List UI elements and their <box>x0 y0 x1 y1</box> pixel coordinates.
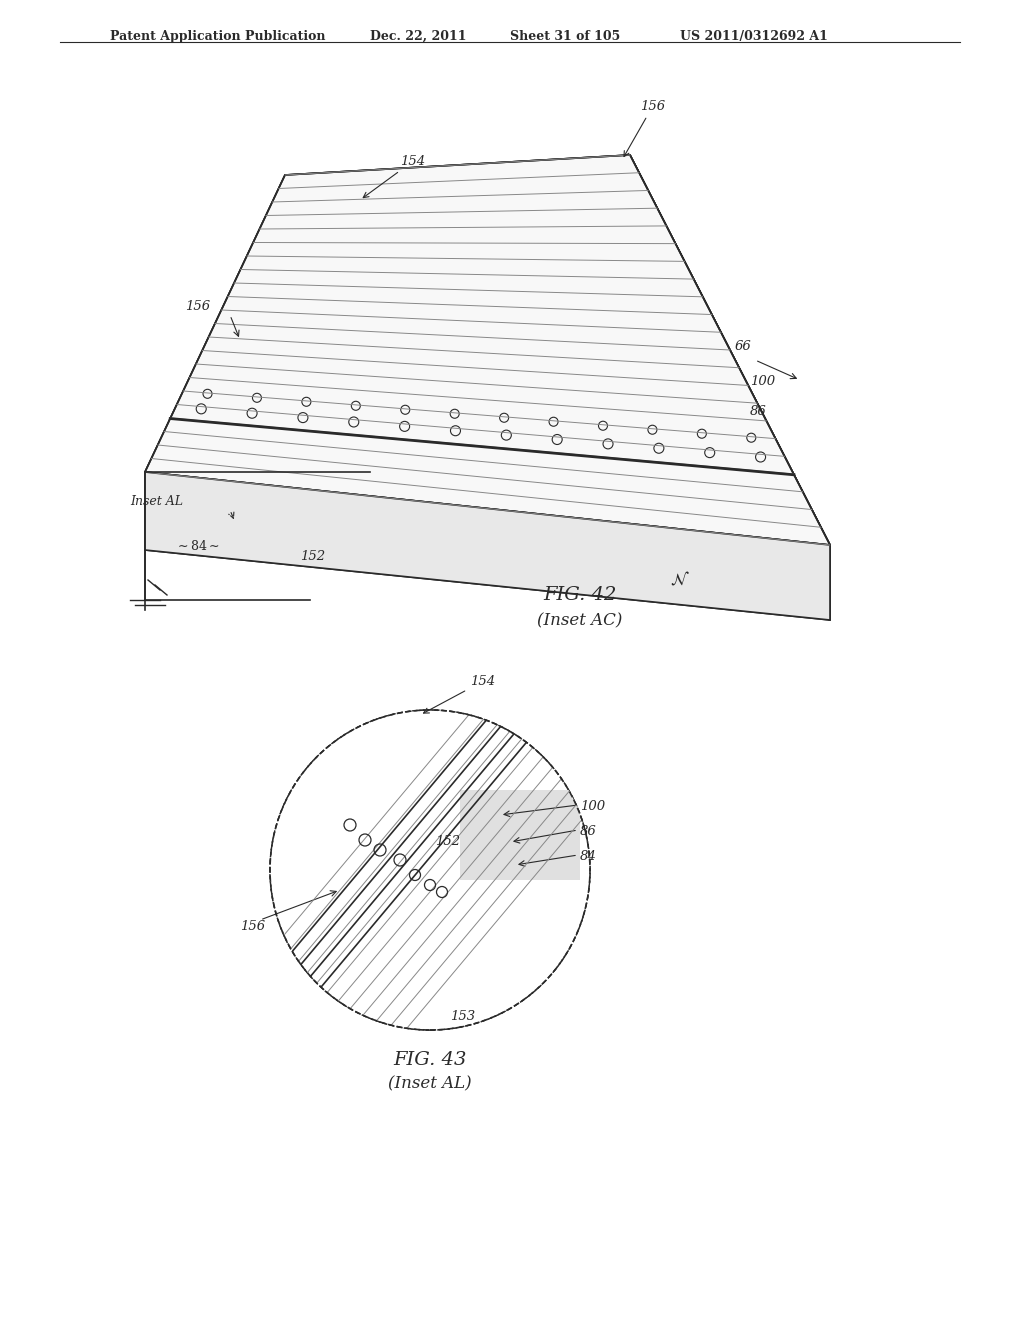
Polygon shape <box>145 154 830 545</box>
Text: 154: 154 <box>364 154 425 198</box>
Text: 84: 84 <box>580 850 597 863</box>
Text: Inset AL: Inset AL <box>130 495 183 508</box>
Circle shape <box>270 710 590 1030</box>
Text: FIG. 42: FIG. 42 <box>544 586 616 605</box>
Text: Dec. 22, 2011: Dec. 22, 2011 <box>370 30 467 44</box>
Text: 152: 152 <box>300 550 326 564</box>
Text: 100: 100 <box>750 375 775 388</box>
Text: 66: 66 <box>735 341 752 352</box>
Text: 156: 156 <box>185 300 210 313</box>
Polygon shape <box>460 789 580 880</box>
Polygon shape <box>145 473 830 620</box>
Text: US 2011/0312692 A1: US 2011/0312692 A1 <box>680 30 827 44</box>
Text: 86: 86 <box>580 825 597 838</box>
Text: $\sim$84$\sim$: $\sim$84$\sim$ <box>175 539 220 553</box>
Text: Patent Application Publication: Patent Application Publication <box>110 30 326 44</box>
Text: (Inset AC): (Inset AC) <box>538 612 623 630</box>
Text: $\mathcal{N}$: $\mathcal{N}$ <box>670 572 690 589</box>
Text: FIG. 43: FIG. 43 <box>393 1051 467 1069</box>
Text: 156: 156 <box>240 920 265 933</box>
Text: 154: 154 <box>424 675 496 713</box>
Text: 153: 153 <box>450 1010 475 1023</box>
Text: Sheet 31 of 105: Sheet 31 of 105 <box>510 30 621 44</box>
Text: 152: 152 <box>435 836 460 847</box>
Polygon shape <box>630 154 830 620</box>
Text: 156: 156 <box>624 100 666 157</box>
Text: 86: 86 <box>750 405 767 418</box>
Text: 100: 100 <box>580 800 605 813</box>
Text: (Inset AL): (Inset AL) <box>388 1074 472 1092</box>
